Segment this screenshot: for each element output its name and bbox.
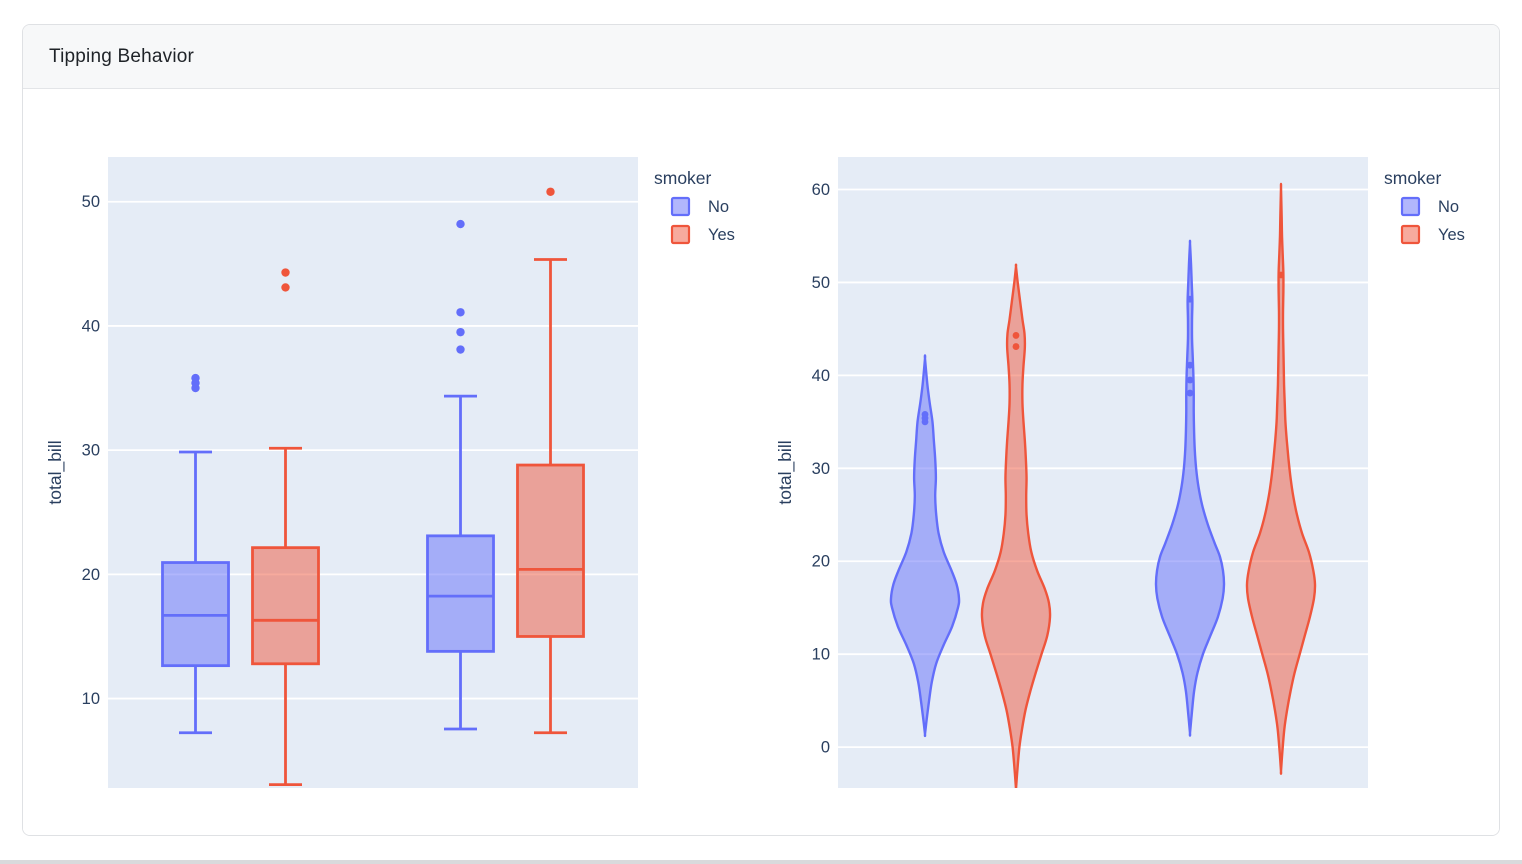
page-title: Tipping Behavior	[49, 45, 195, 67]
outlier-point[interactable]	[456, 219, 465, 229]
y-tick-label: 50	[812, 274, 830, 292]
violin-plot-chart[interactable]: 0 10 20 30 40 50 60 total_bill smoker No Yes	[771, 141, 1500, 831]
violin-no-group2[interactable]	[1154, 239, 1226, 737]
violin-point[interactable]	[1186, 361, 1194, 369]
legend-swatch-yes-icon	[670, 224, 691, 245]
outlier-point[interactable]	[281, 268, 290, 277]
legend-swatch-no-icon	[1400, 196, 1421, 217]
legend: smoker No Yes	[1384, 168, 1465, 245]
violin-point[interactable]	[1186, 376, 1194, 384]
legend-swatch-yes-icon	[1400, 224, 1421, 245]
violin-shape[interactable]	[980, 263, 1052, 792]
box-rect[interactable]	[516, 463, 585, 638]
y-tick-label: 50	[82, 193, 100, 211]
legend-item-label: No	[1438, 198, 1459, 216]
violin-shape[interactable]	[1245, 182, 1317, 775]
legend-item-no[interactable]: No	[1400, 196, 1459, 217]
box-yes-group1[interactable]	[251, 268, 320, 787]
y-tick-label: 20	[82, 566, 100, 584]
violin-shape[interactable]	[1154, 239, 1226, 737]
legend-item-label: Yes	[1438, 226, 1465, 244]
outlier-point[interactable]	[546, 187, 555, 196]
outlier-point[interactable]	[456, 308, 465, 317]
legend-item-yes[interactable]: Yes	[1400, 224, 1465, 245]
legend-item-label: No	[708, 198, 729, 216]
card-body: 10 20 30 40 50 total_bill smoker No Yes 0 10 20 30 4…	[23, 89, 1500, 835]
y-tick-label: 60	[812, 181, 830, 199]
violin-point[interactable]	[1012, 343, 1020, 350]
y-axis-title: total_bill	[45, 440, 66, 504]
outlier-point[interactable]	[281, 283, 290, 292]
box-rect[interactable]	[426, 534, 495, 653]
y-tick-label: 40	[82, 317, 100, 335]
y-tick-label: 0	[821, 739, 830, 757]
violin-point[interactable]	[1277, 271, 1285, 279]
card-header: Tipping Behavior	[23, 25, 1499, 89]
legend-item-no[interactable]: No	[670, 196, 729, 217]
box-rect[interactable]	[251, 546, 320, 666]
violin-point[interactable]	[1012, 332, 1020, 339]
legend-item-yes[interactable]: Yes	[670, 224, 735, 245]
legend-title: smoker	[1384, 168, 1442, 188]
legend-swatch-no-icon	[670, 196, 691, 217]
outlier-point[interactable]	[191, 373, 200, 383]
box-no-group2[interactable]	[426, 219, 495, 731]
violin-no-group1[interactable]	[889, 354, 961, 738]
y-tick-label: 20	[812, 553, 830, 571]
box-yes-group2[interactable]	[516, 187, 585, 735]
legend-title: smoker	[654, 168, 712, 188]
card: Tipping Behavior 10 20 30 40 50 total_bill smo…	[22, 24, 1500, 836]
violin-yes-group2[interactable]	[1245, 182, 1317, 775]
outlier-point[interactable]	[456, 345, 465, 354]
outlier-point[interactable]	[456, 327, 465, 337]
y-axis-title: total_bill	[775, 440, 796, 504]
y-tick-label: 40	[812, 367, 830, 385]
screen-bottom-strip	[0, 860, 1522, 864]
y-tick-label: 10	[82, 690, 100, 708]
legend: smoker No Yes	[654, 168, 735, 245]
y-tick-label: 30	[812, 460, 830, 478]
violin-yes-group1[interactable]	[980, 263, 1052, 792]
violin-shape[interactable]	[889, 354, 961, 738]
box-plot-chart[interactable]: 10 20 30 40 50 total_bill smoker No Yes	[41, 141, 771, 831]
violin-point[interactable]	[1186, 295, 1194, 303]
legend-item-label: Yes	[708, 226, 735, 244]
y-tick-label: 10	[812, 646, 830, 664]
violin-point[interactable]	[921, 411, 929, 418]
violin-point[interactable]	[1186, 389, 1194, 397]
box-no-group1[interactable]	[161, 373, 230, 735]
y-tick-label: 30	[82, 442, 100, 460]
